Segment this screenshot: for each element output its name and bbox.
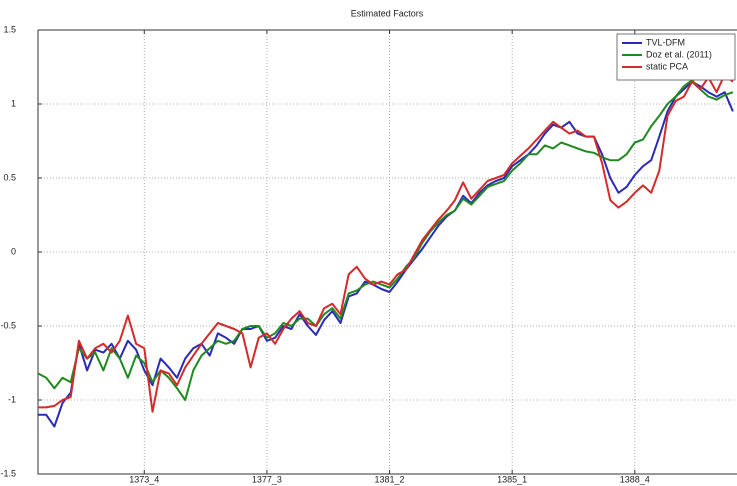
- x-tick-label: 1385_1: [497, 474, 527, 484]
- x-tick-label: 1388_4: [620, 474, 650, 484]
- series-line: [38, 73, 734, 413]
- y-tick-label: -1: [8, 394, 16, 404]
- series-line: [37, 79, 734, 401]
- legend: TVL-DFM Doz et al. (2011) static PCA: [616, 33, 736, 81]
- y-tick-label: 0.5: [3, 172, 16, 182]
- legend-label: Doz et al. (2011): [646, 49, 712, 59]
- x-tick-label: 1381_2: [375, 474, 405, 484]
- chart-title: Estimated Factors: [351, 8, 424, 18]
- y-tick-label: 1: [11, 98, 16, 108]
- y-tick-label: 1.5: [3, 24, 16, 34]
- y-tick-label: 0: [11, 246, 16, 256]
- legend-label: TVL-DFM: [646, 37, 685, 47]
- x-tick-label: 1377_3: [252, 474, 282, 484]
- series-line: [38, 80, 734, 428]
- legend-label: static PCA: [646, 61, 688, 71]
- axes-frame: [37, 29, 737, 475]
- legend-box: [616, 33, 736, 81]
- y-tick-label: -0.5: [0, 320, 16, 330]
- x-tick-label: 1373_4: [129, 474, 159, 484]
- y-tick-label: -1.5: [0, 468, 16, 478]
